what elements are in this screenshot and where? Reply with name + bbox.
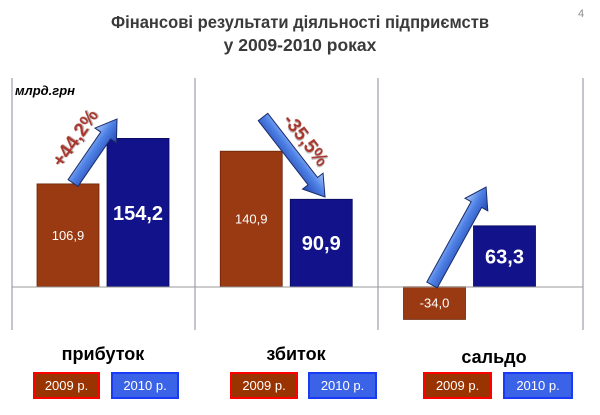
- category-label-profit: прибуток: [62, 344, 146, 364]
- legend-balance: 2009 р. 2010 р.: [423, 372, 573, 399]
- category-label-loss: збиток: [266, 344, 326, 364]
- legend-label-2010: 2010 р.: [321, 378, 364, 393]
- legend-swatch-2009: [33, 372, 100, 399]
- change-arrow-profit: [67, 118, 118, 188]
- bar-profit-2009: [36, 183, 100, 288]
- legend-label-2010: 2010 р.: [123, 378, 166, 393]
- legend-label-2009: 2009 р.: [436, 378, 479, 393]
- value-label-profit-2009: 106,9: [52, 228, 85, 243]
- bars-layer: 106,9 154,2 140,9 90,9 -34,0 63,3: [36, 138, 536, 320]
- legend-label-2010: 2010 р.: [516, 378, 559, 393]
- value-label-loss-2010: 90,9: [302, 233, 341, 255]
- value-label-profit-2010: 154,2: [113, 203, 163, 225]
- bar-balance-2010: [473, 225, 536, 288]
- title-line-1: Фінансові результати діяльності підприєм…: [111, 12, 489, 32]
- legend-swatch-2009: [230, 372, 298, 399]
- change-arrow-loss: [257, 112, 326, 198]
- legend-swatch-2010: [503, 372, 573, 399]
- legend-label-2009: 2009 р.: [242, 378, 285, 393]
- title-line-2: у 2009-2010 роках: [224, 35, 377, 55]
- y-axis-unit-label: млрд.грн: [15, 83, 75, 98]
- legend-loss: 2009 р. 2010 р.: [230, 372, 377, 399]
- bar-profit-2010: [106, 138, 170, 288]
- value-label-balance-2010: 63,3: [485, 246, 524, 268]
- legend-swatch-2009: [423, 372, 492, 399]
- category-label-balance: сальдо: [461, 347, 526, 367]
- change-arrow-balance: [426, 186, 489, 289]
- legend-profit: 2009 р. 2010 р.: [33, 372, 179, 399]
- value-label-balance-2009: -34,0: [420, 296, 450, 311]
- bar-balance-2009: [403, 286, 466, 320]
- page-number: 4: [578, 8, 584, 20]
- value-label-loss-2009: 140,9: [235, 212, 268, 227]
- legend-swatch-2010: [308, 372, 377, 399]
- legend-swatch-2010: [111, 372, 179, 399]
- legend-label-2009: 2009 р.: [45, 378, 88, 393]
- bar-loss-2009: [219, 150, 283, 288]
